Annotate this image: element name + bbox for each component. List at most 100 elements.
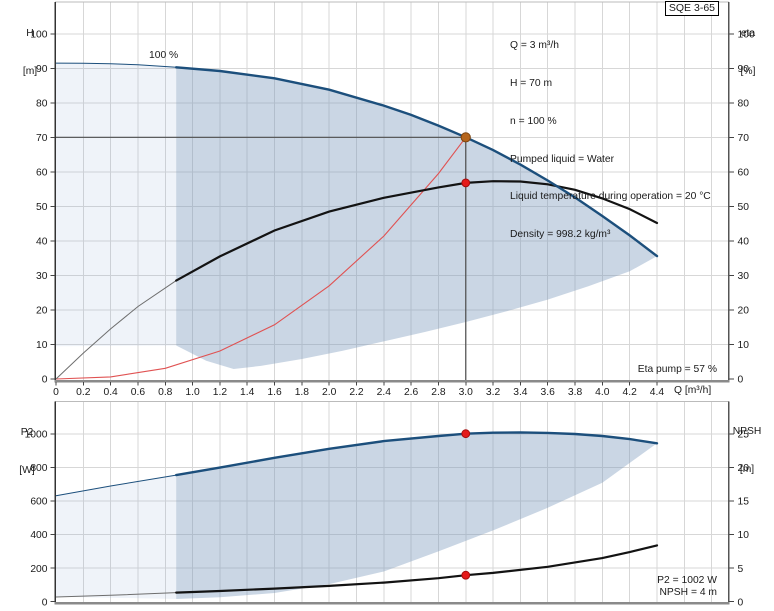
p2-axis-unit-text: [W]: [19, 464, 35, 476]
npsh-axis-unit: NPSH [m]: [727, 401, 767, 502]
tick-label: 0.8: [158, 387, 173, 398]
speed-curve-label: 100 %: [149, 50, 179, 61]
tick-label: 400: [30, 530, 47, 541]
tick-label: 0.2: [76, 387, 91, 398]
tick-label: 200: [30, 564, 47, 575]
tick-label: 4.2: [622, 387, 637, 398]
tick-label: 0: [738, 375, 744, 386]
tick-label: 3.2: [486, 387, 501, 398]
npsh-curve-thin: [55, 592, 177, 598]
duty-info-liquid: Pumped liquid = Water: [510, 153, 615, 165]
tick-label: 20: [738, 306, 750, 317]
duty-area-dark: [176, 67, 657, 370]
tick-label: 800: [30, 463, 47, 474]
p2-area-dark: [176, 432, 657, 599]
tick-label: 3.6: [541, 387, 556, 398]
tick-label: 2.8: [431, 387, 446, 398]
tick-label: 2.4: [377, 387, 392, 398]
duty-info-q: Q = 3 m³/h: [510, 40, 559, 52]
p2-axis-symbol: P2: [20, 427, 34, 439]
tick-label: 1000: [25, 430, 48, 441]
tick-label: 40: [36, 237, 48, 248]
tick-label: 4.4: [650, 387, 665, 398]
tick-label: 80: [36, 98, 48, 109]
npsh-result-label: NPSH = 4 m: [659, 587, 717, 598]
h-axis-unit-text: [m]: [22, 65, 38, 77]
npsh-point: [461, 570, 471, 580]
tick-label: 1.4: [240, 387, 255, 398]
tick-label: 0: [42, 375, 48, 386]
tick-label: 90: [36, 64, 48, 75]
p2-curve-thin: [55, 474, 177, 497]
tick-label: 0.6: [131, 387, 146, 398]
eta-result-label: Eta pump = 57 %: [637, 364, 717, 375]
p2-point: [461, 429, 471, 439]
h-axis-unit: H [m]: [18, 3, 42, 104]
eta-axis-unit: eta [%]: [733, 3, 763, 104]
tick-label: 4.0: [595, 387, 610, 398]
duty-info-density: Density = 998.2 kg/m³: [510, 229, 611, 241]
tick-label: 600: [30, 497, 47, 508]
npsh-axis-symbol: NPSH: [732, 426, 762, 438]
tick-label: 15: [738, 497, 750, 508]
tick-label: 5: [738, 564, 744, 575]
system-curve: [55, 136, 467, 380]
duty-info-temperature: Liquid temperature during operation = 20…: [510, 191, 711, 203]
eta-axis-symbol: eta: [740, 28, 756, 40]
eta-curve-thin: [55, 280, 177, 380]
tick-label: 1.0: [185, 387, 200, 398]
pump-curve-100pct-thin: [55, 62, 177, 68]
p2-result-label: P2 = 1002 W: [657, 575, 717, 586]
tick-label: 1.8: [295, 387, 310, 398]
tick-label: 1.2: [213, 387, 228, 398]
tick-label: 10: [36, 340, 48, 351]
tick-label: 40: [738, 237, 750, 248]
tick-label: 3.8: [568, 387, 583, 398]
tick-label: 60: [36, 167, 48, 178]
tick-label: 25: [738, 430, 750, 441]
tick-label: 2.6: [404, 387, 419, 398]
tick-label: 30: [738, 271, 750, 282]
tick-label: 90: [738, 64, 750, 75]
tick-label: 10: [738, 530, 750, 541]
tick-label: 0.4: [103, 387, 118, 398]
tick-label: 1.6: [267, 387, 282, 398]
tick-label: 100: [30, 29, 47, 40]
tick-label: 2.2: [349, 387, 364, 398]
tick-label: 70: [36, 133, 48, 144]
tick-label: 0: [42, 597, 48, 608]
duty-info-n: n = 100 %: [510, 115, 557, 127]
tick-label: 3.4: [513, 387, 528, 398]
eta-curve: [175, 180, 659, 282]
product-name-box: SQE 3-65: [664, 1, 719, 16]
tick-label: 70: [738, 133, 750, 144]
tick-label: 0: [738, 597, 744, 608]
npsh-curve: [175, 544, 659, 594]
duty-area-light: [56, 63, 177, 347]
duty-point: [460, 132, 471, 143]
p2-curve: [174, 431, 659, 477]
tick-label: 10: [738, 340, 750, 351]
eta-point: [461, 178, 471, 188]
npsh-axis-unit-text: [m]: [739, 463, 755, 475]
tick-label: 80: [738, 98, 750, 109]
h-axis-symbol: H: [26, 28, 34, 40]
tick-label: 3.0: [459, 387, 474, 398]
eta-axis-unit-text: [%]: [740, 65, 756, 77]
tick-label: 60: [738, 167, 750, 178]
p2-area-light: [56, 475, 177, 599]
tick-label: 30: [36, 271, 48, 282]
tick-label: 50: [738, 202, 750, 213]
tick-label: 20: [36, 306, 48, 317]
tick-label: 100: [738, 29, 755, 40]
q-axis-unit: Q [m³/h]: [674, 385, 712, 396]
tick-label: 0: [53, 387, 59, 398]
tick-label: 2.0: [322, 387, 337, 398]
duty-info-h: H = 70 m: [510, 77, 553, 89]
p2-axis-unit: P2 [W]: [13, 402, 41, 503]
duty-info-block: Q = 3 m³/h H = 70 m n = 100 % Pumped liq…: [510, 15, 711, 267]
tick-label: 50: [36, 202, 48, 213]
tick-label: 20: [738, 463, 750, 474]
